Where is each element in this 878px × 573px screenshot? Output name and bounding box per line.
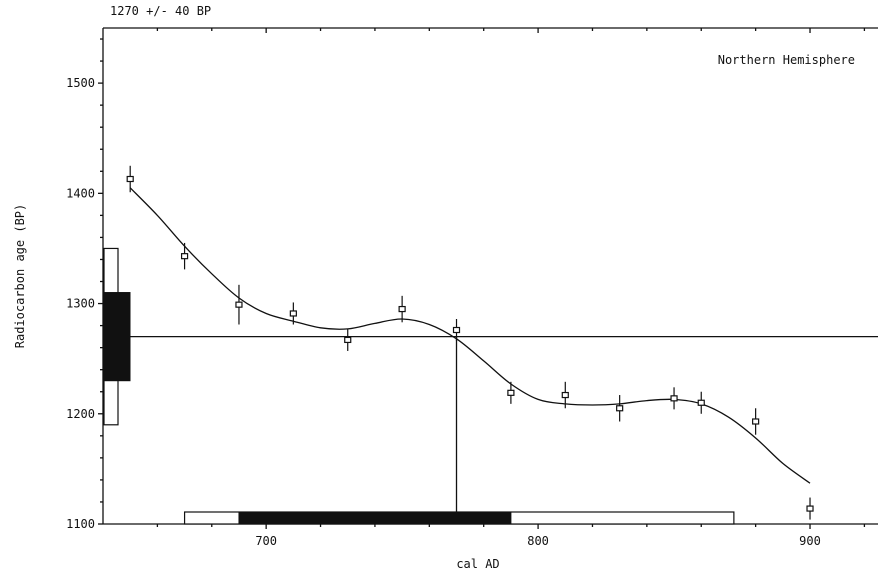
x-axis-label: cal AD: [456, 557, 499, 571]
calibration-curve-layer: [129, 187, 878, 512]
calibration-point-marker: [507, 389, 515, 396]
calibration-point-marker: [289, 310, 297, 317]
calibration-point-marker: [126, 175, 134, 183]
calibration-point-marker: [452, 326, 461, 334]
chart-title: 1270 +/- 40 BP: [110, 4, 211, 18]
calibration-point-marker: [398, 305, 406, 313]
y-tick-label: 1100: [66, 517, 95, 531]
radiocarbon-age-distribution: [103, 247, 131, 426]
calibration-point-marker: [344, 336, 352, 344]
calibration-point-marker: [561, 391, 569, 399]
calibration-point-marker: [806, 505, 814, 512]
calibrated-range-1sigma-bar: [238, 511, 512, 525]
hemisphere-annotation: Northern Hemisphere: [718, 53, 855, 67]
calibration-point-marker: [180, 253, 189, 260]
y-tick-label: 1500: [66, 76, 95, 90]
calibration-point-marker: [697, 399, 705, 406]
calibration-point-marker: [235, 301, 243, 308]
y-tick-label: 1400: [66, 186, 95, 200]
y-tick-label: 1200: [66, 407, 95, 421]
age-range-1sigma-bar: [103, 292, 131, 382]
calibration-points-layer: [126, 165, 814, 520]
axis-ticks-layer: 1100 1200 1300 1400 1500 700 800 900: [66, 28, 866, 548]
calibration-point-marker: [670, 395, 678, 402]
x-tick-label: 900: [799, 534, 821, 548]
y-axis-label: Radiocarbon age (BP): [13, 204, 27, 349]
calibration-point-marker: [616, 405, 624, 412]
x-tick-label: 800: [527, 534, 549, 548]
calibrated-date-distribution: [183, 511, 735, 525]
calibration-curve: [129, 187, 811, 484]
plot-frame: [102, 27, 878, 525]
y-tick-label: 1300: [66, 297, 95, 311]
x-tick-label: 700: [255, 534, 277, 548]
calibration-point-marker: [752, 418, 760, 425]
